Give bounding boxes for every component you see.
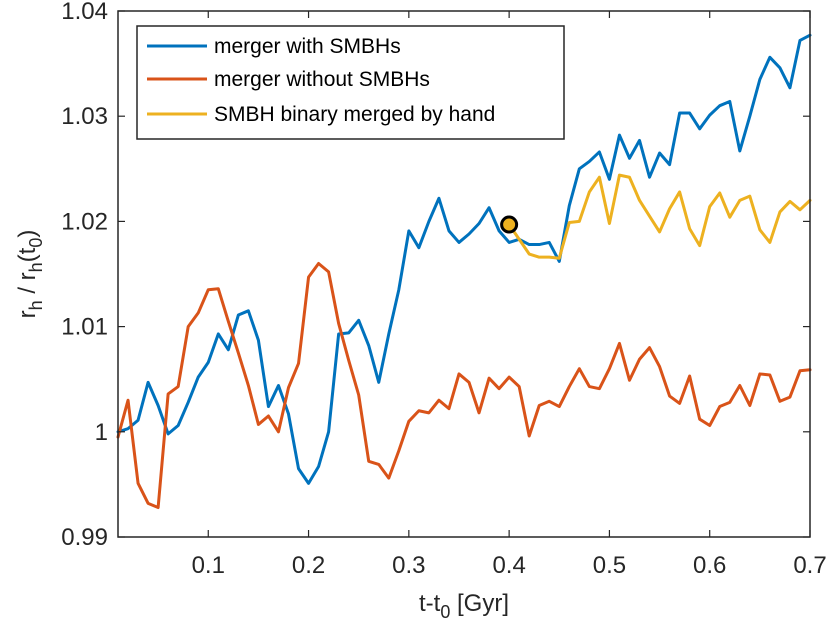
y-tick-label: 1.01 [61,314,108,341]
legend-label: merger without SMBHs [214,68,430,91]
x-tick-label: 0.4 [492,552,525,579]
x-tick-label: 0.5 [593,552,626,579]
legend-entry: merger with SMBHs [147,35,401,58]
x-tick-label: 0.3 [392,552,425,579]
x-tick-label: 0.6 [693,552,726,579]
plot-frame [117,10,811,538]
tick-layer: 0.1 0.2 0.3 0.4 0.5 0.6 0.7 0.99 1 1.01 1.02 1.03 1.… [61,0,826,579]
y-tick-label: 1.03 [61,103,108,130]
x-tick-label: 0.2 [292,552,325,579]
x-tick-label: 0.7 [793,552,826,579]
series-line [116,261,812,510]
series-3 [507,173,812,260]
x-axis-title: t-t0 [Gyr] [419,590,509,622]
y-tick-label: 1 [95,419,108,446]
marker-layer [500,215,519,234]
legend-label: SMBH binary merged by hand [214,103,495,126]
legend-box [136,25,565,140]
series-line [507,173,812,260]
legend-entry: merger without SMBHs [147,68,430,91]
legend: merger with SMBHs merger without SMBHs SMB… [136,25,565,140]
legend-label: merger with SMBHs [214,35,401,58]
merger-point-marker [500,215,519,234]
series-layer [116,33,812,510]
legend-entry: SMBH binary merged by hand [147,103,495,126]
y-tick-label: 1.02 [61,208,108,235]
y-tick-label: 1.04 [61,0,108,25]
y-tick-label: 0.99 [61,524,108,551]
x-tick-label: 0.1 [192,552,225,579]
series-2 [116,261,812,510]
